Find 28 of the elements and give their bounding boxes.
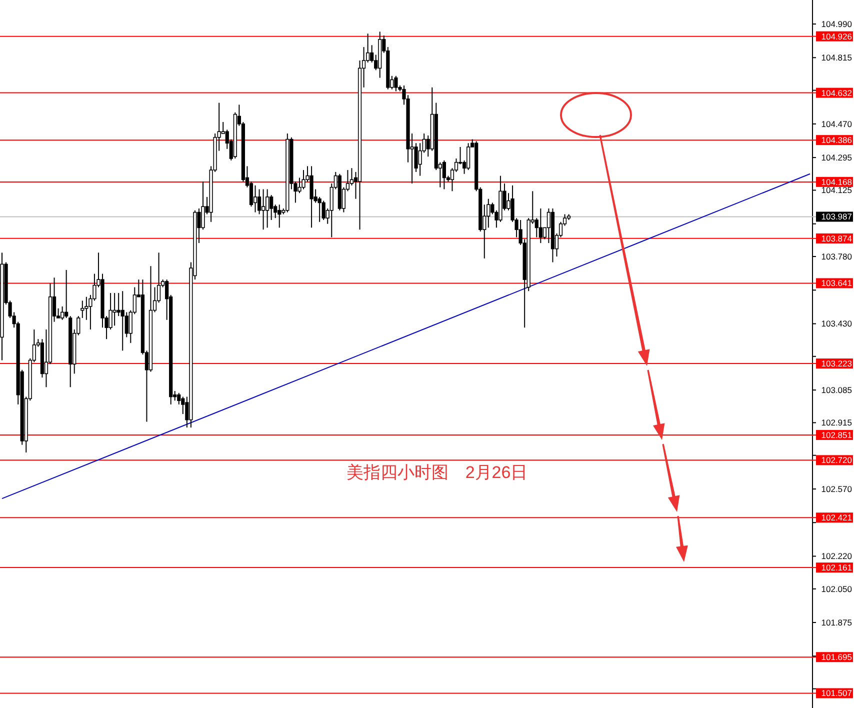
y-tick-label: 104.990 <box>821 19 852 30</box>
ref-line-label: 102.720 <box>821 455 852 466</box>
ref-line-label: 103.874 <box>821 233 852 244</box>
y-tick-label: 104.470 <box>821 118 852 129</box>
y-tick-label: 102.570 <box>821 484 852 494</box>
y-tick-label: 103.085 <box>821 385 852 396</box>
ref-line-label: 104.386 <box>821 135 852 146</box>
ref-line-label: 103.641 <box>821 278 852 288</box>
annotation: 美指四小时图 2月26日 <box>346 463 528 482</box>
ref-line-label: 101.507 <box>821 688 852 698</box>
y-tick-label: 103.780 <box>821 251 852 262</box>
y-tick-label: 103.430 <box>821 318 852 329</box>
y-tick-label: 101.875 <box>821 618 852 628</box>
y-tick-label: 104.815 <box>821 52 852 63</box>
y-tick-label: 104.125 <box>821 185 852 196</box>
ref-line-label: 102.421 <box>821 512 852 523</box>
ref-line-label: 104.926 <box>821 31 852 42</box>
y-tick-label: 102.220 <box>821 551 852 562</box>
ref-line-label: 104.632 <box>821 88 852 98</box>
ref-line-label: 102.161 <box>821 562 852 573</box>
y-tick-label: 104.295 <box>821 152 852 163</box>
ref-line-label: 103.987 <box>821 212 852 222</box>
ref-line-label: 103.223 <box>821 358 852 369</box>
y-tick-label: 102.915 <box>821 418 852 428</box>
ref-line-label: 101.695 <box>821 652 852 662</box>
y-tick-label: 102.050 <box>821 584 852 594</box>
ref-line-label: 102.851 <box>821 430 852 440</box>
ref-line-label: 104.168 <box>821 176 852 187</box>
